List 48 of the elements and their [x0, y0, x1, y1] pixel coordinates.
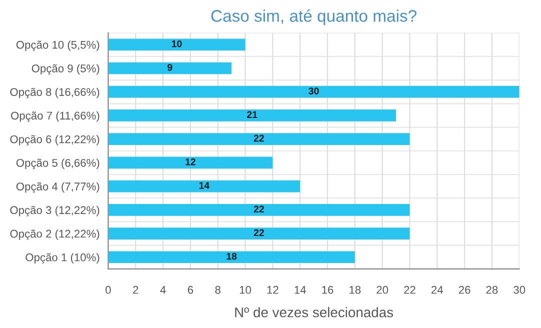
- y-tick-label: Opção 9 (5%): [32, 64, 100, 75]
- x-tick-label: 20: [376, 286, 388, 294]
- x-tick-label: 4: [160, 286, 166, 294]
- x-tick-label: 24: [432, 286, 443, 294]
- data-label: 9: [168, 64, 172, 71]
- y-tick-label: Opção 3 (12,22%): [10, 206, 100, 216]
- bar: [108, 62, 232, 74]
- y-tick-label: Opção 6 (12,22%): [10, 135, 100, 146]
- x-tick-label: 26: [458, 286, 470, 294]
- data-label: 12: [186, 158, 196, 166]
- bar: [108, 251, 355, 264]
- x-tick-label: 28: [486, 286, 498, 294]
- y-tick-label: Opção 2 (12,22%): [10, 230, 100, 240]
- x-tick-label: 14: [294, 286, 306, 294]
- y-tick-label: Opção 5 (6,66%): [16, 158, 100, 170]
- data-label: 18: [226, 252, 237, 260]
- bar: [108, 133, 410, 145]
- x-tick-label: 10: [240, 286, 251, 294]
- data-label: 21: [247, 111, 258, 118]
- bar: [108, 204, 410, 216]
- y-tick-label: Opção 10 (5,5%): [16, 40, 100, 51]
- x-tick-label: 0: [106, 286, 111, 294]
- x-tick-label: 6: [188, 286, 194, 294]
- bar: [108, 86, 520, 98]
- bar: [108, 110, 396, 122]
- data-label: 10: [172, 40, 182, 48]
- data-label: 22: [254, 229, 264, 236]
- bar: [108, 228, 410, 240]
- y-tick-label: Opção 8 (16,66%): [10, 88, 100, 98]
- bar: [108, 38, 246, 51]
- data-label: 30: [308, 88, 319, 94]
- bar: [108, 180, 300, 192]
- data-label: 22: [254, 134, 264, 142]
- x-tick-label: 2: [133, 286, 138, 294]
- x-tick-label: 22: [404, 286, 416, 294]
- data-label: 22: [254, 206, 264, 212]
- y-tick-label: Opção 1 (10%): [26, 253, 100, 264]
- x-axis-title: Nº de vezes selecionadas: [235, 307, 394, 318]
- y-tick-label: Opção 4 (7,77%): [16, 182, 100, 193]
- x-tick-label: 30: [514, 286, 526, 294]
- bar: [108, 156, 273, 169]
- data-label: 14: [199, 182, 210, 189]
- x-tick-label: 8: [215, 286, 220, 294]
- x-tick-label: 12: [267, 286, 278, 294]
- x-tick-label: 16: [322, 286, 334, 294]
- chart-title: Caso sim, até quanto mais?: [211, 9, 416, 26]
- x-tick-label: 18: [350, 286, 361, 294]
- y-tick-label: Opção 7 (11,66%): [11, 111, 100, 122]
